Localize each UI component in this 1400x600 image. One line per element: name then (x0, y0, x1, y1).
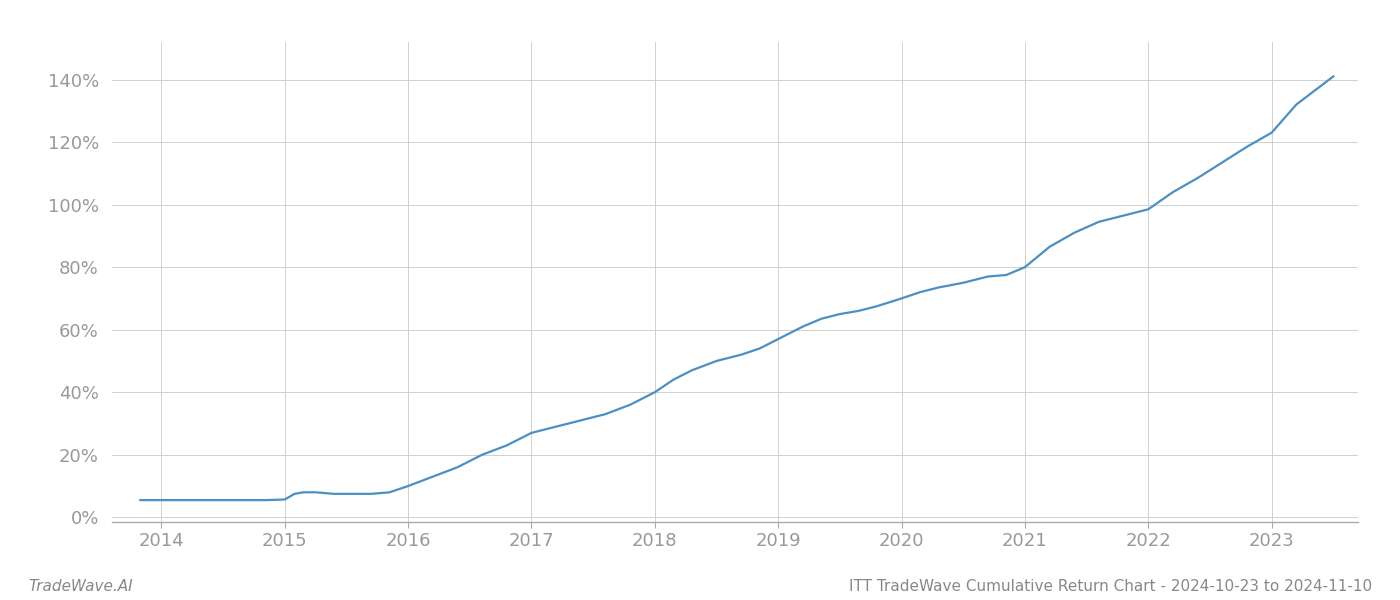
Text: ITT TradeWave Cumulative Return Chart - 2024-10-23 to 2024-11-10: ITT TradeWave Cumulative Return Chart - … (848, 579, 1372, 594)
Text: TradeWave.AI: TradeWave.AI (28, 579, 133, 594)
